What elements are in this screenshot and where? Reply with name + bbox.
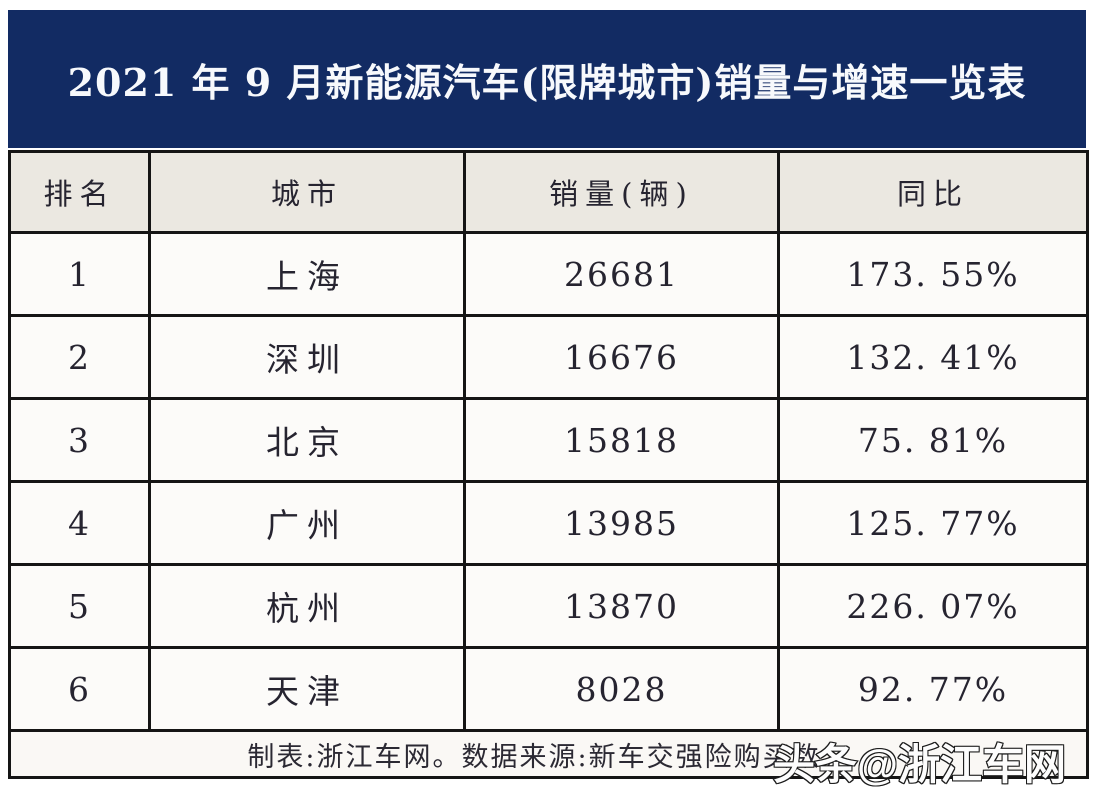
- sales-cell: 26681: [463, 231, 780, 317]
- table-row: 4 广州 13985 125. 77%: [8, 480, 1089, 566]
- column-header-yoy: 同比: [777, 150, 1089, 234]
- sales-cell: 13985: [463, 480, 780, 566]
- toutiao-watermark: 头条@浙江车网: [772, 740, 1067, 789]
- city-cell: 杭州: [148, 563, 466, 649]
- title-banner: 2021 年 9 月新能源汽车(限牌城市)销量与增速一览表: [8, 10, 1086, 148]
- yoy-cell: 92. 77%: [777, 646, 1089, 732]
- rank-cell: 6: [8, 646, 151, 732]
- table-footer: 制表:浙江车网。数据来源:新车交强险购买数。: [8, 729, 1089, 779]
- yoy-cell: 132. 41%: [777, 314, 1089, 400]
- city-cell: 上海: [148, 231, 466, 317]
- rank-cell: 4: [8, 480, 151, 566]
- rank-cell: 5: [8, 563, 151, 649]
- source-note: 制表:浙江车网。数据来源:新车交强险购买数。: [8, 729, 1089, 779]
- yoy-cell: 173. 55%: [777, 231, 1089, 317]
- table-row: 6 天津 8028 92. 77%: [8, 646, 1089, 732]
- column-header-rank: 排名: [8, 150, 151, 234]
- yoy-cell: 226. 07%: [777, 563, 1089, 649]
- sales-cell: 13870: [463, 563, 780, 649]
- column-header-sales: 销量(辆): [463, 150, 780, 234]
- rank-cell: 1: [8, 231, 151, 317]
- table-row: 2 深圳 16676 132. 41%: [8, 314, 1089, 400]
- table-body: 1 上海 26681 173. 55% 2 深圳 16676 132. 41% …: [8, 231, 1089, 732]
- table-header: 排名 城市 销量(辆) 同比: [8, 150, 1089, 234]
- page-title: 2021 年 9 月新能源汽车(限牌城市)销量与增速一览表: [67, 59, 1027, 105]
- yoy-cell: 125. 77%: [777, 480, 1089, 566]
- city-cell: 北京: [148, 397, 466, 483]
- sales-cell: 8028: [463, 646, 780, 732]
- table-row: 1 上海 26681 173. 55%: [8, 231, 1089, 317]
- footer-row: 制表:浙江车网。数据来源:新车交强险购买数。: [8, 729, 1089, 779]
- sales-cell: 15818: [463, 397, 780, 483]
- sales-cell: 16676: [463, 314, 780, 400]
- city-cell: 广州: [148, 480, 466, 566]
- rank-cell: 3: [8, 397, 151, 483]
- column-header-city: 城市: [148, 150, 466, 234]
- city-cell: 天津: [148, 646, 466, 732]
- yoy-cell: 75. 81%: [777, 397, 1089, 483]
- city-cell: 深圳: [148, 314, 466, 400]
- sales-table: 排名 城市 销量(辆) 同比 1 上海 26681 173. 55% 2 深圳 …: [8, 150, 1089, 779]
- table-row: 3 北京 15818 75. 81%: [8, 397, 1089, 483]
- rank-cell: 2: [8, 314, 151, 400]
- header-row: 排名 城市 销量(辆) 同比: [8, 150, 1089, 234]
- table-row: 5 杭州 13870 226. 07%: [8, 563, 1089, 649]
